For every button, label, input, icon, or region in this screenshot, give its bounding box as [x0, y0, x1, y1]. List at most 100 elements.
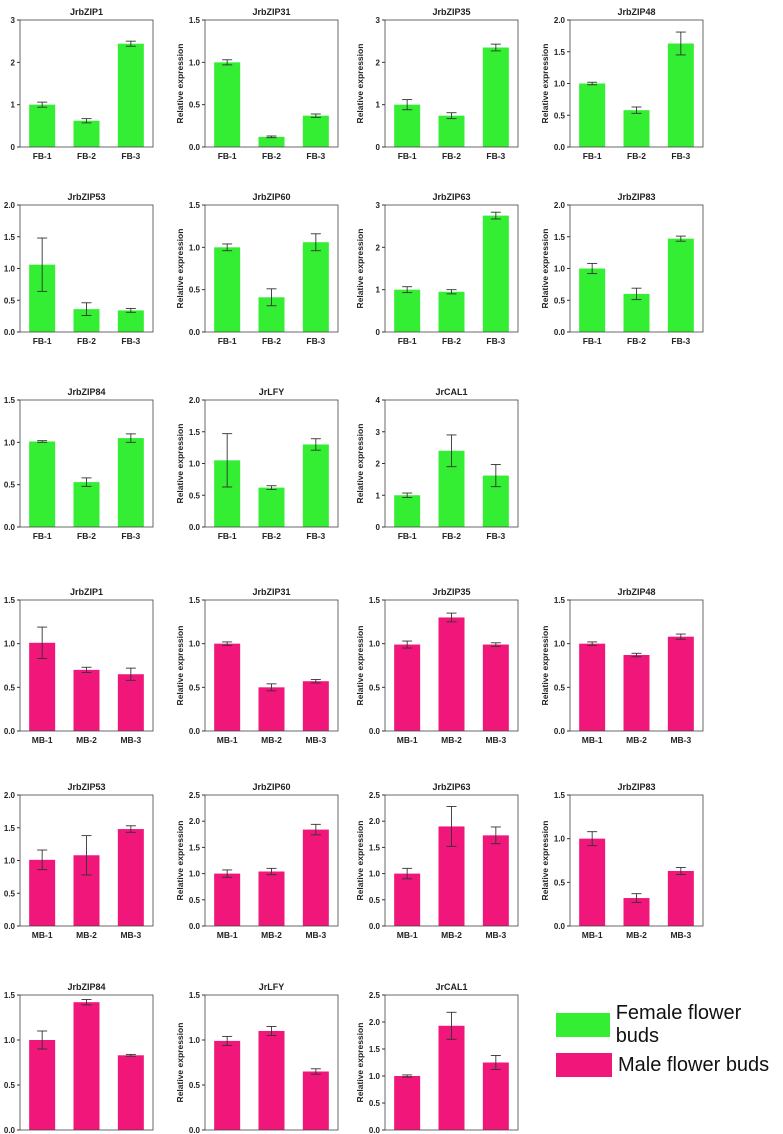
x-tick-label: FB-1: [33, 336, 52, 346]
bar: [214, 643, 241, 731]
y-tick-label: 0.5: [4, 296, 16, 305]
plot-frame: [569, 19, 704, 148]
x-tick-label: MB-3: [120, 735, 141, 745]
y-tick-label: 1.5: [4, 396, 16, 405]
y-tick-label: 1.5: [369, 1045, 381, 1054]
plot-frame: [204, 399, 339, 528]
bar: [29, 1040, 56, 1130]
chart-title: JrCAL1: [435, 982, 467, 992]
y-tick-label: 2.5: [369, 791, 381, 800]
y-axis-label: Relative expression: [540, 229, 550, 309]
y-tick-label: 2.0: [554, 16, 566, 25]
bar: [482, 47, 509, 148]
y-tick-label: 2.0: [189, 817, 201, 826]
bar: [394, 104, 421, 147]
y-tick-label: 1.0: [189, 640, 201, 649]
x-tick-label: MB-3: [485, 735, 506, 745]
bar: [117, 310, 144, 332]
y-tick-label: 2.0: [4, 201, 16, 210]
y-tick-label: 0.5: [554, 878, 566, 887]
y-tick-label: 0.5: [554, 296, 566, 305]
x-tick-label: FB-1: [583, 151, 602, 161]
y-tick-label: 2: [376, 460, 381, 469]
y-tick-label: 1.0: [369, 640, 381, 649]
x-tick-label: MB-2: [261, 735, 282, 745]
bar: [623, 110, 650, 147]
y-axis-label: Relative expression: [355, 44, 365, 124]
x-tick-label: MB-2: [626, 735, 647, 745]
bar: [394, 289, 421, 332]
chart-title: JrbZIP48: [617, 587, 655, 597]
x-tick-label: FB-1: [398, 336, 417, 346]
bar: [667, 238, 694, 332]
y-tick-label: 2.0: [554, 201, 566, 210]
y-tick-label: 1.5: [189, 428, 201, 437]
x-tick-label: FB-3: [306, 336, 325, 346]
chart-panel: JrbZIP84Relative expression0.00.51.01.5M…: [4, 982, 154, 1134]
bar: [667, 870, 694, 926]
chart-panel: JrbZIP53Relative expression0.00.51.01.52…: [4, 192, 154, 346]
plot-frame: [19, 19, 154, 148]
x-tick-label: FB-2: [627, 151, 646, 161]
x-tick-label: MB-3: [670, 735, 691, 745]
y-tick-label: 1.5: [554, 791, 566, 800]
y-tick-label: 0.5: [554, 683, 566, 692]
bar: [302, 242, 329, 332]
plot-frame: [204, 204, 339, 333]
y-tick-label: 0.5: [369, 1099, 381, 1108]
plot-frame: [204, 994, 339, 1131]
chart-title: JrbZIP31: [252, 7, 290, 17]
x-tick-label: FB-2: [262, 151, 281, 161]
plot-frame: [384, 994, 519, 1131]
bar: [302, 681, 329, 731]
bar: [117, 674, 144, 731]
x-tick-label: MB-2: [626, 930, 647, 940]
x-tick-label: MB-1: [217, 930, 238, 940]
x-tick-label: MB-2: [76, 735, 97, 745]
y-tick-label: 0.5: [369, 683, 381, 692]
chart-panel: JrbZIP35 Relative expression 0 1 2 3 FB-1 FB-2 F…: [355, 7, 519, 161]
y-tick-label: 3: [376, 428, 381, 437]
bar: [579, 83, 606, 147]
chart-title: JrbZIP1: [70, 587, 103, 597]
bar: [302, 115, 329, 147]
y-axis-label: Relative expression: [355, 626, 365, 706]
bar: [117, 1055, 144, 1130]
y-tick-label: 0.0: [189, 922, 201, 931]
chart-panel: JrbZIP1Relative expression0123FB-1FB-2FB…: [11, 7, 154, 161]
x-tick-label: MB-1: [217, 735, 238, 745]
x-tick-label: FB-1: [398, 531, 417, 541]
bar: [73, 1002, 100, 1130]
y-tick-label: 1.0: [189, 870, 201, 879]
bar: [29, 859, 56, 926]
x-tick-label: FB-2: [77, 531, 96, 541]
y-tick-label: 1.0: [189, 58, 201, 67]
legend-swatch-female: [556, 1013, 610, 1037]
x-tick-label: FB-2: [442, 151, 461, 161]
bar: [258, 487, 285, 527]
y-tick-label: 1.5: [4, 991, 16, 1000]
bar: [117, 438, 144, 527]
x-tick-label: FB-3: [671, 336, 690, 346]
bar: [482, 215, 509, 332]
x-tick-label: FB-2: [442, 531, 461, 541]
plot-frame: [384, 399, 519, 528]
y-tick-label: 1: [376, 491, 381, 500]
bar: [438, 1025, 465, 1130]
y-tick-label: 1: [376, 101, 381, 110]
bar: [667, 636, 694, 731]
y-tick-label: 0.0: [369, 922, 381, 931]
y-axis-label: Relative expression: [175, 229, 185, 309]
y-tick-label: 0.5: [4, 1081, 16, 1090]
y-tick-label: 1.0: [554, 835, 566, 844]
y-tick-label: 1.5: [554, 596, 566, 605]
bar: [394, 873, 421, 926]
y-tick-label: 2.0: [369, 817, 381, 826]
x-tick-label: FB-1: [218, 531, 237, 541]
y-tick-label: 0.5: [189, 683, 201, 692]
chart-panel: JrbZIP35 Relative expression 0.0 0.5 1.0 1.5 M…: [355, 587, 519, 745]
y-tick-label: 0.5: [554, 111, 566, 120]
y-tick-label: 0.0: [189, 523, 201, 532]
y-tick-label: 3: [376, 201, 381, 210]
